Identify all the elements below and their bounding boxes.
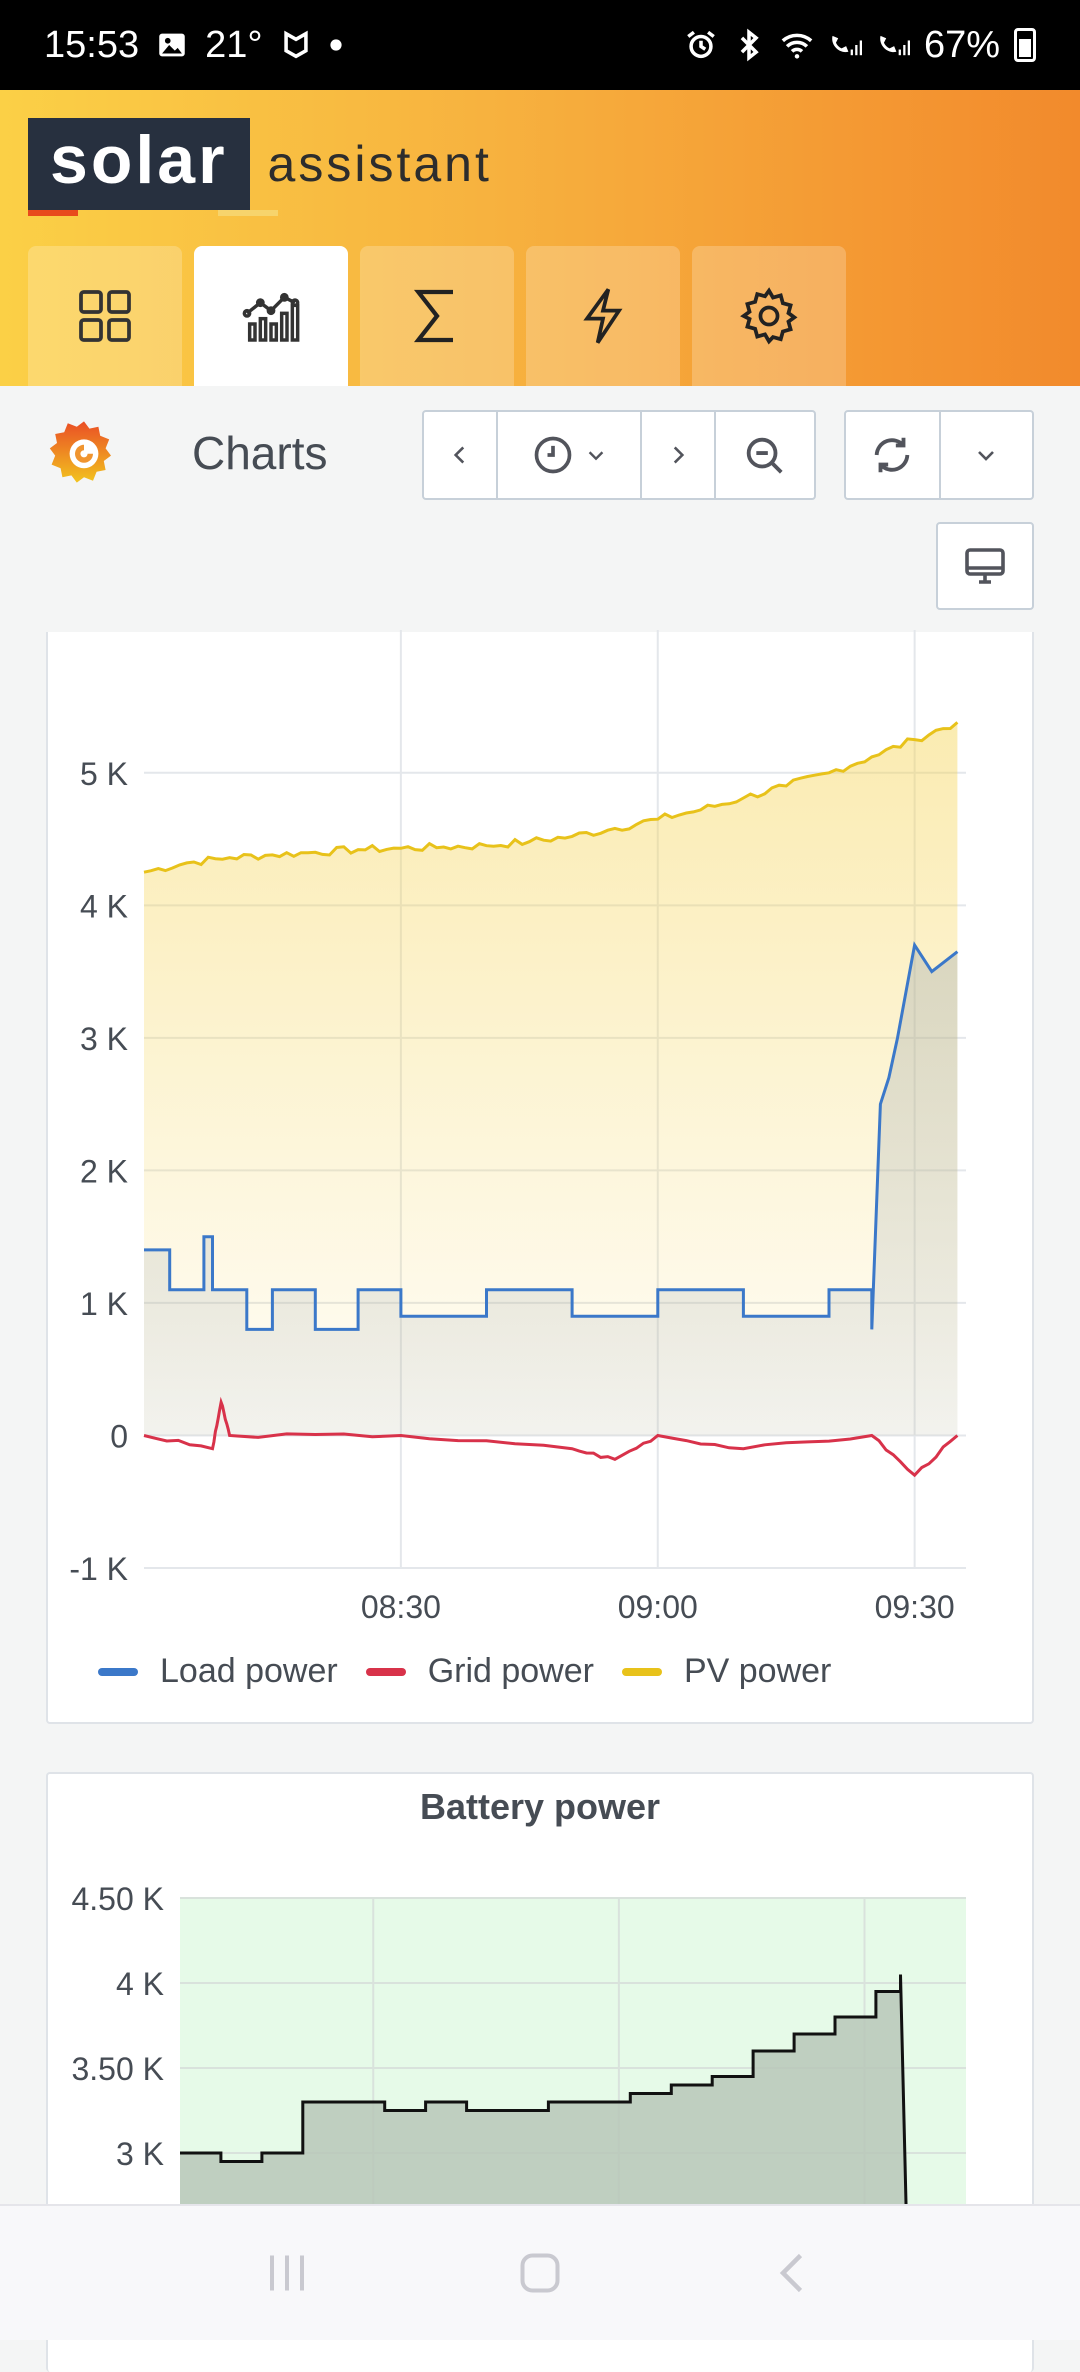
- recent-apps-icon[interactable]: [257, 2243, 317, 2303]
- tv-mode-button[interactable]: [936, 522, 1034, 610]
- y-tick-label: 0: [110, 1418, 128, 1454]
- legend-label-pv: PV power: [683, 1652, 832, 1690]
- y-tick-label: 3 K: [80, 1021, 128, 1057]
- legend-swatch-grid: [365, 1667, 406, 1676]
- load-power-line: [144, 941, 959, 1331]
- legend-item-grid[interactable]: Grid power: [365, 1652, 594, 1691]
- time-back-button[interactable]: [424, 412, 498, 498]
- x-tick-label: 08:30: [361, 1589, 441, 1625]
- app-notification-icon: [283, 30, 308, 59]
- sim1-signal-icon: [832, 35, 862, 56]
- legend-label-grid: Grid power: [427, 1652, 594, 1690]
- clock-icon: [534, 436, 572, 474]
- lightning-bolt-icon: [583, 288, 623, 344]
- monitor-icon: [965, 548, 1005, 584]
- sim2-signal-icon: [880, 35, 910, 56]
- chart-line-icon: [242, 292, 300, 342]
- power-chart[interactable]: 5 K 4 K 3 K 2 K 1 K 0 -1 K 08:30 09:00 09:30: [0, 0, 1080, 1720]
- time-forward-button[interactable]: [642, 412, 716, 498]
- chevron-left-icon: [453, 446, 465, 464]
- android-nav-bar: [0, 2204, 1080, 2340]
- zoom-out-button[interactable]: [716, 412, 812, 498]
- gallery-icon: [159, 33, 185, 57]
- tab-charts[interactable]: [194, 246, 348, 386]
- battery-power-area: [180, 1974, 907, 2204]
- back-icon[interactable]: [763, 2243, 823, 2303]
- y-tick-label: 4 K: [80, 888, 128, 924]
- app-header: solar assistant: [0, 90, 1080, 386]
- chevron-down-icon: [978, 451, 995, 461]
- zoom-out-icon: [746, 437, 783, 474]
- main-nav-tabs: [28, 246, 846, 386]
- tab-settings[interactable]: [692, 246, 846, 386]
- dashboard-grid-icon: [79, 290, 131, 342]
- legend-item-load[interactable]: Load power: [50, 1652, 338, 1691]
- refresh-interval-button[interactable]: [941, 412, 1032, 498]
- y-tick-label: 2 K: [80, 1153, 128, 1189]
- tab-totals[interactable]: [360, 246, 514, 386]
- alarm-icon: [687, 30, 715, 59]
- pv-power-area: [144, 722, 958, 1436]
- refresh-icon: [875, 437, 910, 473]
- battery-chart-title: Battery power: [419, 1786, 661, 1827]
- solar-assistant-logo[interactable]: solar assistant: [28, 118, 492, 216]
- battery-icon: [1014, 28, 1036, 62]
- tab-power[interactable]: [526, 246, 680, 386]
- home-icon[interactable]: [510, 2243, 570, 2303]
- clock-time: 15:53: [44, 23, 140, 66]
- time-picker-button[interactable]: [498, 412, 642, 498]
- grafana-logo-icon[interactable]: [48, 416, 120, 488]
- refresh-controls: [844, 410, 1034, 500]
- wifi-icon: [781, 33, 813, 59]
- chevron-right-icon: [673, 446, 685, 464]
- battery-chart[interactable]: 4.50 K 4 K 3.50 K 3 K: [0, 0, 1080, 2204]
- dot-icon: [329, 39, 342, 51]
- y-tick-label: 1 K: [80, 1286, 128, 1322]
- chevron-down-icon: [588, 451, 604, 461]
- gear-icon: [740, 287, 798, 345]
- y-tick-label: 3.50 K: [71, 2051, 164, 2087]
- battery-percent: 67%: [923, 23, 1000, 66]
- logo-assistant-text: assistant: [267, 136, 492, 192]
- page-title: Charts: [192, 427, 328, 479]
- dashboard-toolbar: Charts: [0, 386, 1080, 516]
- status-bar: 15:53 21° 67%: [0, 0, 1080, 90]
- battery-power-line: [180, 1974, 908, 2204]
- x-tick-label: 09:30: [875, 1589, 955, 1625]
- y-tick-label: 5 K: [80, 756, 128, 792]
- tab-dashboard[interactable]: [28, 246, 182, 386]
- legend-item-pv[interactable]: PV power: [621, 1652, 832, 1691]
- bluetooth-icon: [740, 28, 759, 62]
- refresh-button[interactable]: [846, 412, 941, 498]
- time-controls: [422, 410, 816, 500]
- y-tick-label: 3 K: [116, 2136, 164, 2172]
- y-tick-label: 4.50 K: [71, 1881, 164, 1917]
- y-tick-label: 4 K: [116, 1966, 164, 2002]
- legend-swatch-load: [98, 1667, 138, 1676]
- load-power-area: [144, 945, 958, 1436]
- legend-swatch-pv: [621, 1667, 662, 1676]
- pv-power-line: [143, 721, 959, 874]
- sigma-totals-icon: [413, 289, 453, 343]
- y-tick-label: -1 K: [69, 1551, 128, 1587]
- logo-solar-text: solar: [28, 118, 278, 216]
- legend-label-load: Load power: [160, 1652, 338, 1690]
- x-tick-label: 09:00: [618, 1589, 698, 1625]
- temperature: 21°: [205, 23, 263, 66]
- chart-legend: Load power Grid power PV power: [50, 1652, 859, 1691]
- grid-power-line: [143, 1396, 959, 1478]
